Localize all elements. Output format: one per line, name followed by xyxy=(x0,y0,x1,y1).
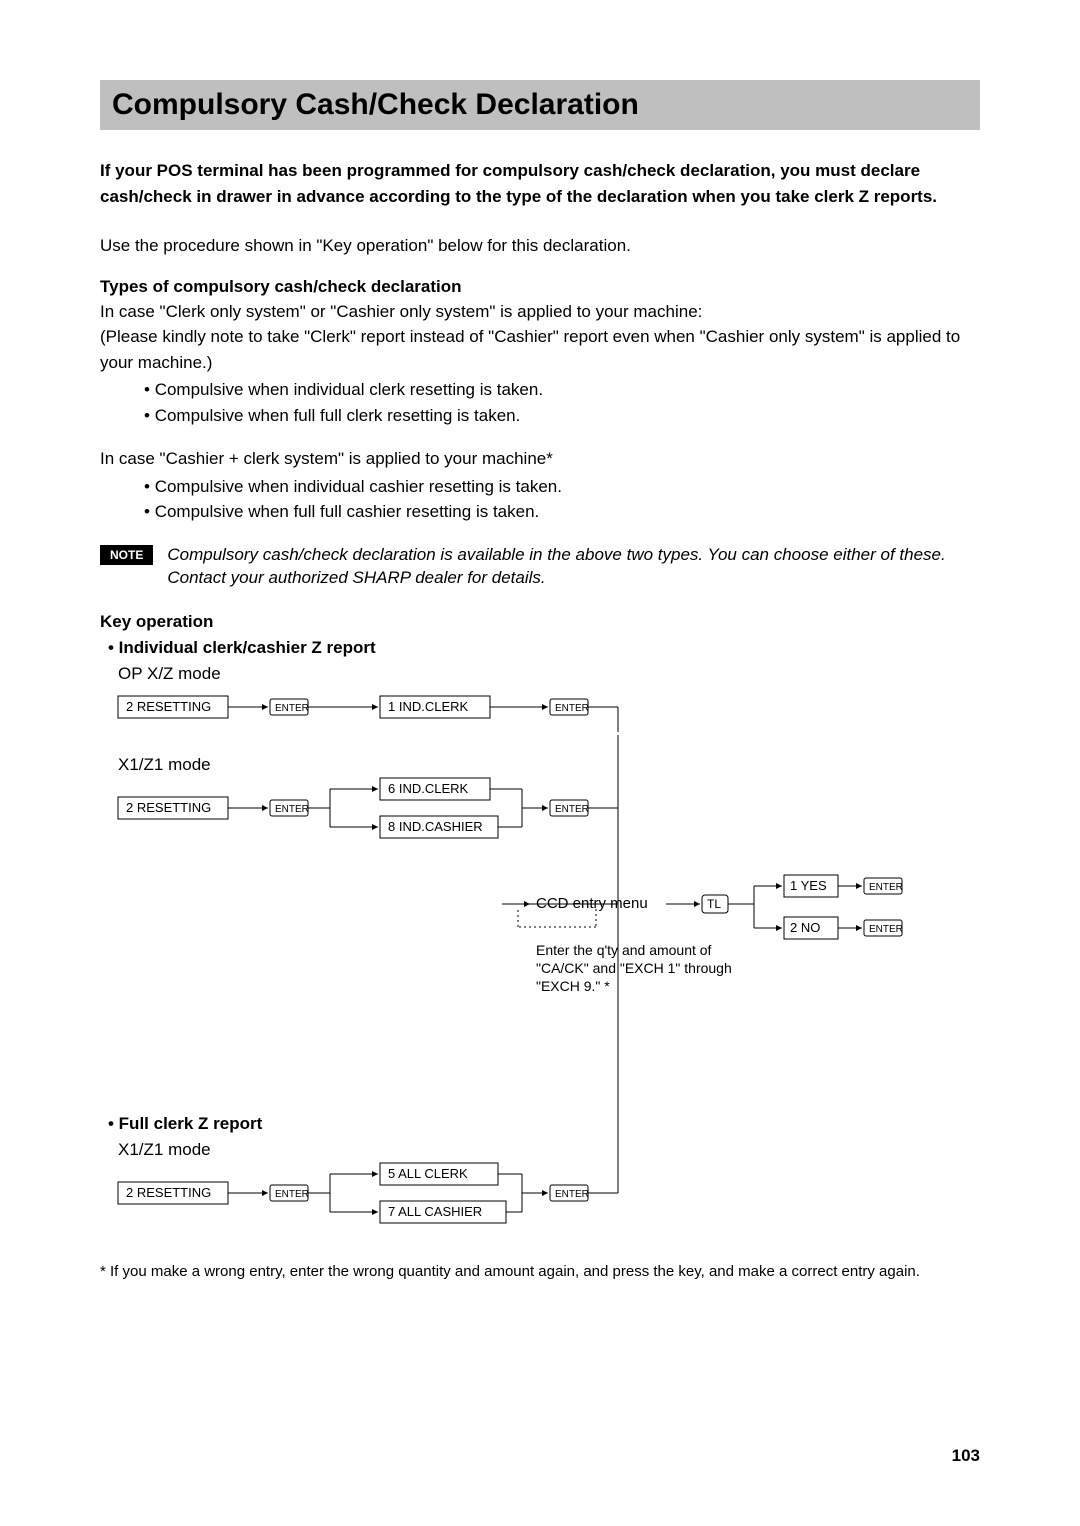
svg-text:CCD entry menu: CCD entry menu xyxy=(536,895,648,912)
title-bar: Compulsory Cash/Check Declaration xyxy=(100,80,980,130)
svg-text:2 RESETTING: 2 RESETTING xyxy=(126,699,211,714)
svg-text:6 IND.CLERK: 6 IND.CLERK xyxy=(388,781,469,796)
note-text: Compulsory cash/check declaration is ava… xyxy=(167,543,980,591)
bullet: Compulsive when full full cashier resett… xyxy=(144,499,980,525)
diagram-op: 2 RESETTING ENTER 1 IND.CLERK ENTER xyxy=(118,688,980,737)
svg-text:7 ALL CASHIER: 7 ALL CASHIER xyxy=(388,1204,482,1219)
diagram-svg: 2 RESETTING ENTER 5 ALL CLERK 7 ALL CASH… xyxy=(118,1164,888,1228)
diagram-x1z1: 2 RESETTING ENTER 6 IND.CLERK 8 IND.CASH… xyxy=(118,779,980,1044)
page-title: Compulsory Cash/Check Declaration xyxy=(112,88,968,122)
note-badge: NOTE xyxy=(100,545,153,565)
svg-text:ENTER: ENTER xyxy=(275,804,309,815)
svg-text:8 IND.CASHIER: 8 IND.CASHIER xyxy=(388,819,483,834)
diagram-svg: 2 RESETTING ENTER 6 IND.CLERK 8 IND.CASH… xyxy=(118,779,888,1039)
indiv-heading: • Individual clerk/cashier Z report xyxy=(108,638,980,658)
intro-paragraph: If your POS terminal has been programmed… xyxy=(100,158,980,209)
mode-x1z1-1: X1/Z1 mode xyxy=(118,755,980,775)
svg-text:ENTER: ENTER xyxy=(869,882,903,893)
svg-text:ENTER: ENTER xyxy=(555,703,589,714)
types-heading: Types of compulsory cash/check declarati… xyxy=(100,277,980,297)
page-number: 103 xyxy=(952,1446,980,1466)
case2-bullets: Compulsive when individual cashier reset… xyxy=(100,474,980,525)
case1-note: (Please kindly note to take "Clerk" repo… xyxy=(100,324,980,375)
svg-text:5 ALL CLERK: 5 ALL CLERK xyxy=(388,1166,468,1181)
svg-text:1 IND.CLERK: 1 IND.CLERK xyxy=(388,699,469,714)
bullet: Compulsive when individual clerk resetti… xyxy=(144,377,980,403)
case1-lead: In case "Clerk only system" or "Cashier … xyxy=(100,299,980,325)
note-row: NOTE Compulsory cash/check declaration i… xyxy=(100,543,980,591)
svg-text:2 RESETTING: 2 RESETTING xyxy=(126,1185,211,1200)
mode-opxz: OP X/Z mode xyxy=(118,664,980,684)
footnote: * If you make a wrong entry, enter the w… xyxy=(100,1261,980,1282)
use-procedure: Use the procedure shown in "Key operatio… xyxy=(100,233,980,259)
case1-bullets: Compulsive when individual clerk resetti… xyxy=(100,377,980,428)
svg-text:ENTER: ENTER xyxy=(869,924,903,935)
svg-text:ENTER: ENTER xyxy=(555,1189,589,1200)
svg-text:ENTER: ENTER xyxy=(275,1189,309,1200)
mode-x1z1-2: X1/Z1 mode xyxy=(118,1140,980,1160)
svg-text:TL: TL xyxy=(707,897,721,911)
diagram-svg: 2 RESETTING ENTER 1 IND.CLERK ENTER xyxy=(118,688,888,732)
bullet: Compulsive when full full clerk resettin… xyxy=(144,403,980,429)
page: Compulsory Cash/Check Declaration If you… xyxy=(0,0,1080,1526)
bullet: Compulsive when individual cashier reset… xyxy=(144,474,980,500)
full-heading: • Full clerk Z report xyxy=(108,1114,980,1134)
ccd-hint: Enter the q'ty and amount of "CA/CK" and… xyxy=(536,941,756,996)
svg-text:1 YES: 1 YES xyxy=(790,878,827,893)
svg-text:2 RESETTING: 2 RESETTING xyxy=(126,800,211,815)
case2-lead: In case "Cashier + clerk system" is appl… xyxy=(100,446,980,472)
diagram-full: 2 RESETTING ENTER 5 ALL CLERK 7 ALL CASH… xyxy=(118,1164,980,1233)
svg-text:2 NO: 2 NO xyxy=(790,920,820,935)
keyop-heading: Key operation xyxy=(100,612,980,632)
svg-text:ENTER: ENTER xyxy=(275,703,309,714)
svg-text:ENTER: ENTER xyxy=(555,804,589,815)
